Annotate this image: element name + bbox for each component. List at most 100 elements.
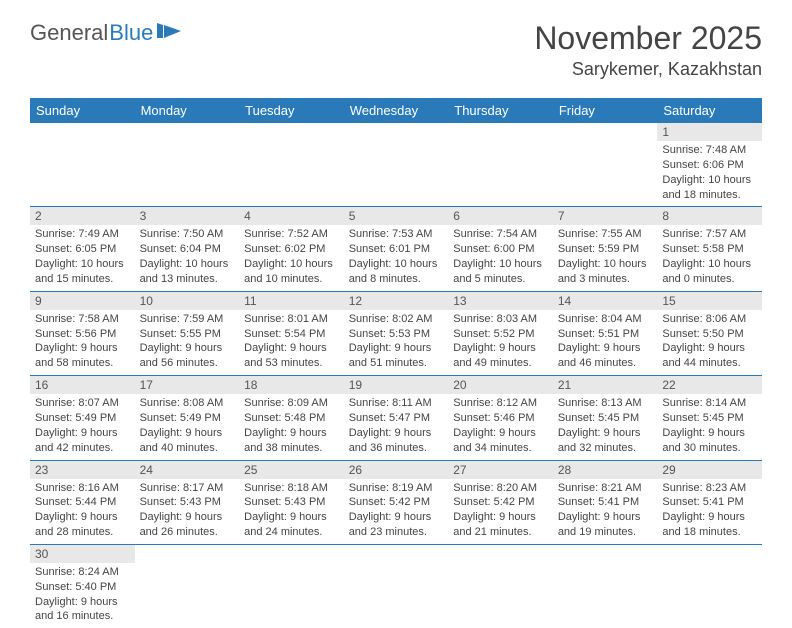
day-info-line: Sunset: 6:01 PM xyxy=(349,242,444,257)
day-info-line: Sunset: 5:52 PM xyxy=(453,327,548,342)
calendar-cell: 3Sunrise: 7:50 AMSunset: 6:04 PMDaylight… xyxy=(135,207,240,291)
calendar-cell: 11Sunrise: 8:01 AMSunset: 5:54 PMDayligh… xyxy=(239,291,344,375)
day-info-line: Sunset: 5:46 PM xyxy=(453,411,548,426)
day-info: Sunrise: 8:18 AMSunset: 5:43 PMDaylight:… xyxy=(239,479,344,544)
day-info-line: and 30 minutes. xyxy=(662,441,757,456)
day-info-line: and 32 minutes. xyxy=(558,441,653,456)
calendar-cell: 26Sunrise: 8:19 AMSunset: 5:42 PMDayligh… xyxy=(344,460,449,544)
day-info-line: Sunrise: 7:57 AM xyxy=(662,227,757,242)
day-info-line: Daylight: 9 hours xyxy=(453,341,548,356)
logo-flag-icon xyxy=(157,20,185,40)
weekday-header: Wednesday xyxy=(344,98,449,123)
day-info-line: and 36 minutes. xyxy=(349,441,444,456)
day-info-line: Sunset: 5:43 PM xyxy=(244,495,339,510)
calendar-cell: 24Sunrise: 8:17 AMSunset: 5:43 PMDayligh… xyxy=(135,460,240,544)
day-info-line: Sunset: 5:48 PM xyxy=(244,411,339,426)
day-info-line: Sunrise: 8:09 AM xyxy=(244,396,339,411)
day-info: Sunrise: 8:12 AMSunset: 5:46 PMDaylight:… xyxy=(448,394,553,459)
calendar-row: 23Sunrise: 8:16 AMSunset: 5:44 PMDayligh… xyxy=(30,460,762,544)
day-info-line: Daylight: 9 hours xyxy=(558,426,653,441)
calendar-cell: 5Sunrise: 7:53 AMSunset: 6:01 PMDaylight… xyxy=(344,207,449,291)
day-info-line: and 49 minutes. xyxy=(453,356,548,371)
day-info: Sunrise: 7:50 AMSunset: 6:04 PMDaylight:… xyxy=(135,225,240,290)
day-number: 21 xyxy=(553,376,658,394)
day-info-line: Sunset: 6:06 PM xyxy=(662,158,757,173)
day-info: Sunrise: 7:55 AMSunset: 5:59 PMDaylight:… xyxy=(553,225,658,290)
day-info-line: Sunset: 5:53 PM xyxy=(349,327,444,342)
calendar-cell: 20Sunrise: 8:12 AMSunset: 5:46 PMDayligh… xyxy=(448,376,553,460)
calendar-cell xyxy=(553,544,658,628)
day-info-line: Daylight: 9 hours xyxy=(349,341,444,356)
day-info-line: Daylight: 10 hours xyxy=(453,257,548,272)
day-number: 4 xyxy=(239,207,344,225)
calendar-cell: 16Sunrise: 8:07 AMSunset: 5:49 PMDayligh… xyxy=(30,376,135,460)
calendar-row: 16Sunrise: 8:07 AMSunset: 5:49 PMDayligh… xyxy=(30,376,762,460)
calendar-cell xyxy=(344,544,449,628)
day-info: Sunrise: 8:14 AMSunset: 5:45 PMDaylight:… xyxy=(657,394,762,459)
day-info-line: and 5 minutes. xyxy=(453,272,548,287)
day-info: Sunrise: 7:48 AMSunset: 6:06 PMDaylight:… xyxy=(657,141,762,206)
location-title: Sarykemer, Kazakhstan xyxy=(534,59,762,80)
day-info-line: and 56 minutes. xyxy=(140,356,235,371)
day-info-line: Sunrise: 8:06 AM xyxy=(662,312,757,327)
logo-text-1: General xyxy=(30,20,108,46)
day-info-line: Daylight: 9 hours xyxy=(35,510,130,525)
day-info-line: Daylight: 10 hours xyxy=(244,257,339,272)
day-info-line: Sunrise: 8:14 AM xyxy=(662,396,757,411)
day-info-line: Daylight: 9 hours xyxy=(35,426,130,441)
day-info-line: Daylight: 9 hours xyxy=(349,426,444,441)
day-info-line: Sunset: 5:59 PM xyxy=(558,242,653,257)
calendar-cell: 17Sunrise: 8:08 AMSunset: 5:49 PMDayligh… xyxy=(135,376,240,460)
day-info-line: Daylight: 10 hours xyxy=(558,257,653,272)
day-info-line: Daylight: 9 hours xyxy=(35,595,130,610)
calendar-row: 30Sunrise: 8:24 AMSunset: 5:40 PMDayligh… xyxy=(30,544,762,628)
day-number: 6 xyxy=(448,207,553,225)
day-number: 16 xyxy=(30,376,135,394)
weekday-header: Friday xyxy=(553,98,658,123)
calendar-cell xyxy=(135,123,240,207)
day-info-line: Daylight: 9 hours xyxy=(349,510,444,525)
calendar-cell: 1Sunrise: 7:48 AMSunset: 6:06 PMDaylight… xyxy=(657,123,762,207)
day-info-line: Sunset: 5:50 PM xyxy=(662,327,757,342)
day-number: 23 xyxy=(30,461,135,479)
day-info-line: and 58 minutes. xyxy=(35,356,130,371)
day-info-line: Sunset: 5:41 PM xyxy=(558,495,653,510)
calendar-row: 1Sunrise: 7:48 AMSunset: 6:06 PMDaylight… xyxy=(30,123,762,207)
day-info-line: Sunrise: 8:02 AM xyxy=(349,312,444,327)
day-info: Sunrise: 8:20 AMSunset: 5:42 PMDaylight:… xyxy=(448,479,553,544)
calendar-cell xyxy=(135,544,240,628)
header: GeneralBlue November 2025 Sarykemer, Kaz… xyxy=(30,20,762,80)
calendar-cell xyxy=(553,123,658,207)
day-info-line: and 38 minutes. xyxy=(244,441,339,456)
day-number: 28 xyxy=(553,461,658,479)
calendar-cell xyxy=(239,544,344,628)
day-info: Sunrise: 8:06 AMSunset: 5:50 PMDaylight:… xyxy=(657,310,762,375)
day-number: 30 xyxy=(30,545,135,563)
day-info: Sunrise: 7:52 AMSunset: 6:02 PMDaylight:… xyxy=(239,225,344,290)
day-number: 1 xyxy=(657,123,762,141)
day-info-line: and 26 minutes. xyxy=(140,525,235,540)
calendar-cell: 19Sunrise: 8:11 AMSunset: 5:47 PMDayligh… xyxy=(344,376,449,460)
day-info-line: Sunset: 5:51 PM xyxy=(558,327,653,342)
month-title: November 2025 xyxy=(534,20,762,57)
day-number: 22 xyxy=(657,376,762,394)
day-info: Sunrise: 8:23 AMSunset: 5:41 PMDaylight:… xyxy=(657,479,762,544)
calendar-cell: 27Sunrise: 8:20 AMSunset: 5:42 PMDayligh… xyxy=(448,460,553,544)
day-info-line: Sunrise: 8:23 AM xyxy=(662,481,757,496)
title-box: November 2025 Sarykemer, Kazakhstan xyxy=(534,20,762,80)
day-number: 5 xyxy=(344,207,449,225)
day-info-line: Sunrise: 7:48 AM xyxy=(662,143,757,158)
day-info: Sunrise: 7:58 AMSunset: 5:56 PMDaylight:… xyxy=(30,310,135,375)
day-info: Sunrise: 8:07 AMSunset: 5:49 PMDaylight:… xyxy=(30,394,135,459)
weekday-header: Saturday xyxy=(657,98,762,123)
calendar-cell: 13Sunrise: 8:03 AMSunset: 5:52 PMDayligh… xyxy=(448,291,553,375)
calendar-cell: 30Sunrise: 8:24 AMSunset: 5:40 PMDayligh… xyxy=(30,544,135,628)
day-info: Sunrise: 8:11 AMSunset: 5:47 PMDaylight:… xyxy=(344,394,449,459)
calendar-cell: 23Sunrise: 8:16 AMSunset: 5:44 PMDayligh… xyxy=(30,460,135,544)
calendar-row: 2Sunrise: 7:49 AMSunset: 6:05 PMDaylight… xyxy=(30,207,762,291)
calendar-cell xyxy=(30,123,135,207)
day-info: Sunrise: 7:49 AMSunset: 6:05 PMDaylight:… xyxy=(30,225,135,290)
day-info-line: and 51 minutes. xyxy=(349,356,444,371)
day-info-line: Sunset: 5:56 PM xyxy=(35,327,130,342)
day-number: 2 xyxy=(30,207,135,225)
